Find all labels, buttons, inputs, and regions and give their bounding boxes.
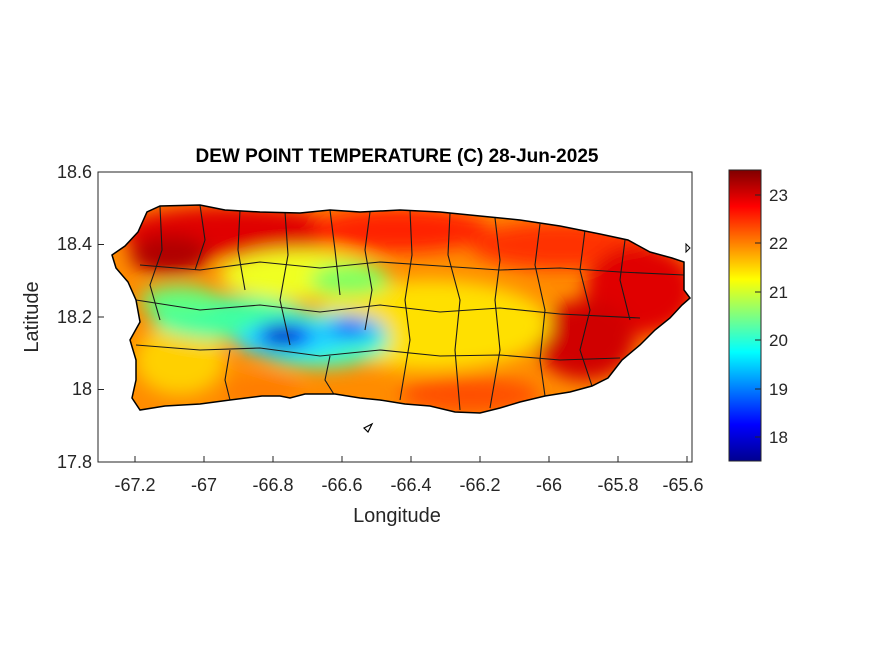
y-tick-label: 18.6 <box>57 162 92 182</box>
colorbar-tick-label: 21 <box>769 283 788 302</box>
y-tick-label: 18.4 <box>57 234 92 254</box>
islet <box>685 242 691 254</box>
x-tick-label: -65.8 <box>597 475 638 495</box>
y-tick-label: 17.8 <box>57 452 92 472</box>
x-axis-label: Longitude <box>353 505 441 527</box>
colorbar-tick-label: 18 <box>769 428 788 447</box>
y-axis-label: Latitude <box>21 281 43 352</box>
x-tick-label: -66.8 <box>252 475 293 495</box>
colorbar-tick-label: 22 <box>769 234 788 253</box>
x-tick-label: -66.2 <box>459 475 500 495</box>
colorbar: 18 19 20 21 22 23 <box>728 169 788 462</box>
y-tick-label: 18.2 <box>57 307 92 327</box>
colorbar-tick-label: 23 <box>769 186 788 205</box>
x-tick-label: -67.2 <box>114 475 155 495</box>
colorbar-tick-label: 19 <box>769 380 788 399</box>
islet <box>362 422 374 434</box>
y-axis: 18.6 18.4 18.2 18 17.8 Latitude <box>21 162 104 472</box>
y-tick-label: 18 <box>72 379 92 399</box>
colorbar-tick-label: 20 <box>769 331 788 350</box>
colorbar-gradient <box>728 169 762 462</box>
plot-area <box>97 171 693 463</box>
x-tick-label: -66.6 <box>321 475 362 495</box>
x-tick-label: -67 <box>191 475 217 495</box>
x-axis: -67.2 -67 -66.8 -66.6 -66.4 -66.2 -66 -6… <box>114 456 704 527</box>
x-tick-label: -66.4 <box>390 475 431 495</box>
chart-title: DEW POINT TEMPERATURE (C) 28-Jun-2025 <box>196 146 599 167</box>
x-tick-label: -66 <box>536 475 562 495</box>
x-tick-label: -65.6 <box>662 475 703 495</box>
municipal-boundaries <box>135 205 685 411</box>
